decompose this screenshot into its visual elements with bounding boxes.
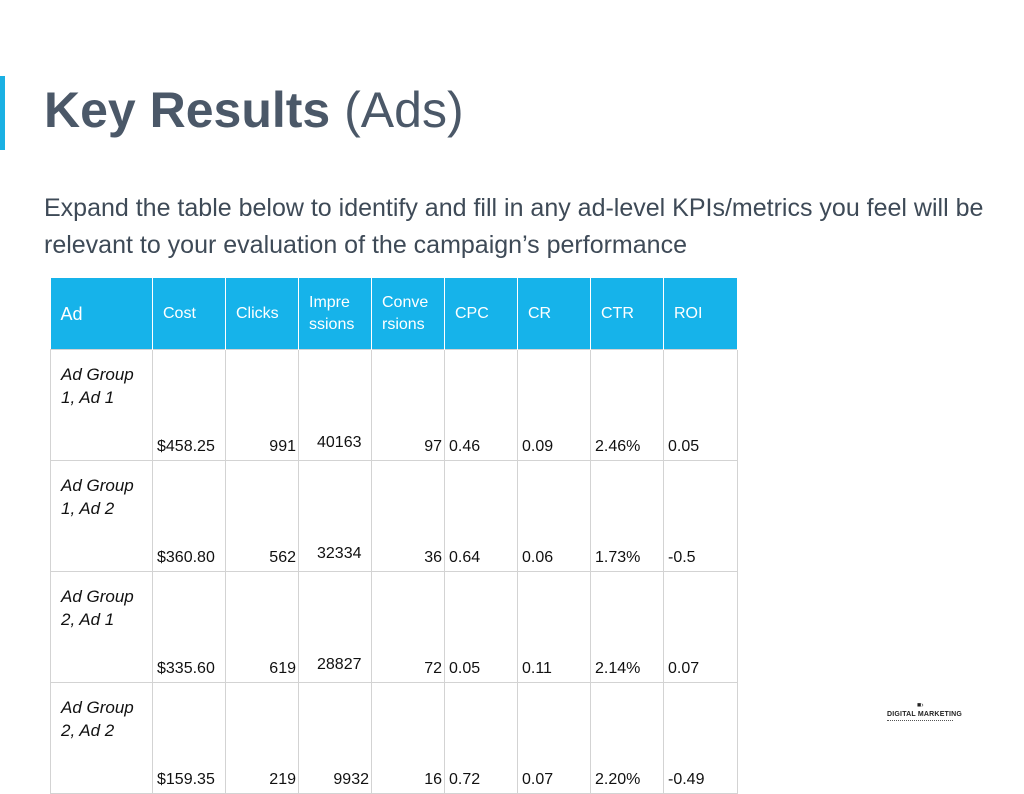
cell-clicks: 619	[225, 571, 299, 683]
cell-ctr: 2.46%	[590, 349, 664, 461]
cell-roi: 0.07	[663, 571, 738, 683]
table-row: Ad Group 1, Ad 1 $458.25 991 40163 97 0.…	[50, 349, 738, 461]
header-ctr: CTR	[590, 278, 664, 350]
cell-cost: $360.80	[152, 460, 226, 572]
cell-ad: Ad Group 1, Ad 2	[50, 460, 153, 572]
cell-cpc: 0.05	[444, 571, 518, 683]
header-clicks: Clicks	[225, 278, 299, 350]
logo-tagline-rule	[887, 720, 953, 723]
cell-cpc: 0.46	[444, 349, 518, 461]
cell-impressions: 32334	[298, 460, 372, 572]
cell-cr: 0.06	[517, 460, 591, 572]
header-cr: CR	[517, 278, 591, 350]
cell-impressions: 9932	[298, 682, 372, 794]
table-row: Ad Group 2, Ad 2 $159.35 219 9932 16 0.7…	[50, 682, 738, 794]
cell-roi: -0.5	[663, 460, 738, 572]
key-results-table: Ad Cost Clicks Impre ssions Conve rsions…	[50, 278, 738, 794]
cell-ad: Ad Group 2, Ad 1	[50, 571, 153, 683]
speaker-icon: ■›	[917, 702, 924, 709]
header-conversions: Conve rsions	[371, 278, 445, 350]
cell-clicks: 991	[225, 349, 299, 461]
cell-ad: Ad Group 1, Ad 1	[50, 349, 153, 461]
cell-ctr: 2.14%	[590, 571, 664, 683]
slide-title: Key Results (Ads)	[44, 80, 464, 140]
header-roi: ROI	[663, 278, 738, 350]
table-row: Ad Group 2, Ad 1 $335.60 619 28827 72 0.…	[50, 571, 738, 683]
cell-cost: $159.35	[152, 682, 226, 794]
cell-impressions: 28827	[298, 571, 372, 683]
slide-title-suffix: (Ads)	[344, 82, 464, 138]
logo-wordmark: DIGITAL MARKETING	[887, 711, 963, 718]
cell-cpc: 0.72	[444, 682, 518, 794]
cell-impressions: 40163	[298, 349, 372, 461]
cell-cr: 0.09	[517, 349, 591, 461]
table-row: Ad Group 1, Ad 2 $360.80 562 32334 36 0.…	[50, 460, 738, 572]
title-accent-bar	[0, 76, 5, 150]
brand-logo: ■› DIGITAL MARKETING	[887, 702, 962, 728]
header-cpc: CPC	[444, 278, 518, 350]
cell-roi: 0.05	[663, 349, 738, 461]
slide-title-bold: Key Results	[44, 82, 331, 138]
cell-conversions: 36	[371, 460, 445, 572]
cell-cr: 0.11	[517, 571, 591, 683]
cell-roi: -0.49	[663, 682, 738, 794]
cell-ad: Ad Group 2, Ad 2	[50, 682, 153, 794]
cell-clicks: 562	[225, 460, 299, 572]
slide-subtitle: Expand the table below to identify and f…	[44, 194, 984, 259]
header-impressions: Impre ssions	[298, 278, 372, 350]
header-ad: Ad	[50, 278, 153, 350]
cell-ctr: 1.73%	[590, 460, 664, 572]
table-header-row: Ad Cost Clicks Impre ssions Conve rsions…	[50, 278, 738, 350]
cell-cost: $458.25	[152, 349, 226, 461]
cell-ctr: 2.20%	[590, 682, 664, 794]
cell-cost: $335.60	[152, 571, 226, 683]
cell-conversions: 72	[371, 571, 445, 683]
cell-conversions: 16	[371, 682, 445, 794]
cell-cpc: 0.64	[444, 460, 518, 572]
header-cost: Cost	[152, 278, 226, 350]
cell-cr: 0.07	[517, 682, 591, 794]
cell-conversions: 97	[371, 349, 445, 461]
cell-clicks: 219	[225, 682, 299, 794]
